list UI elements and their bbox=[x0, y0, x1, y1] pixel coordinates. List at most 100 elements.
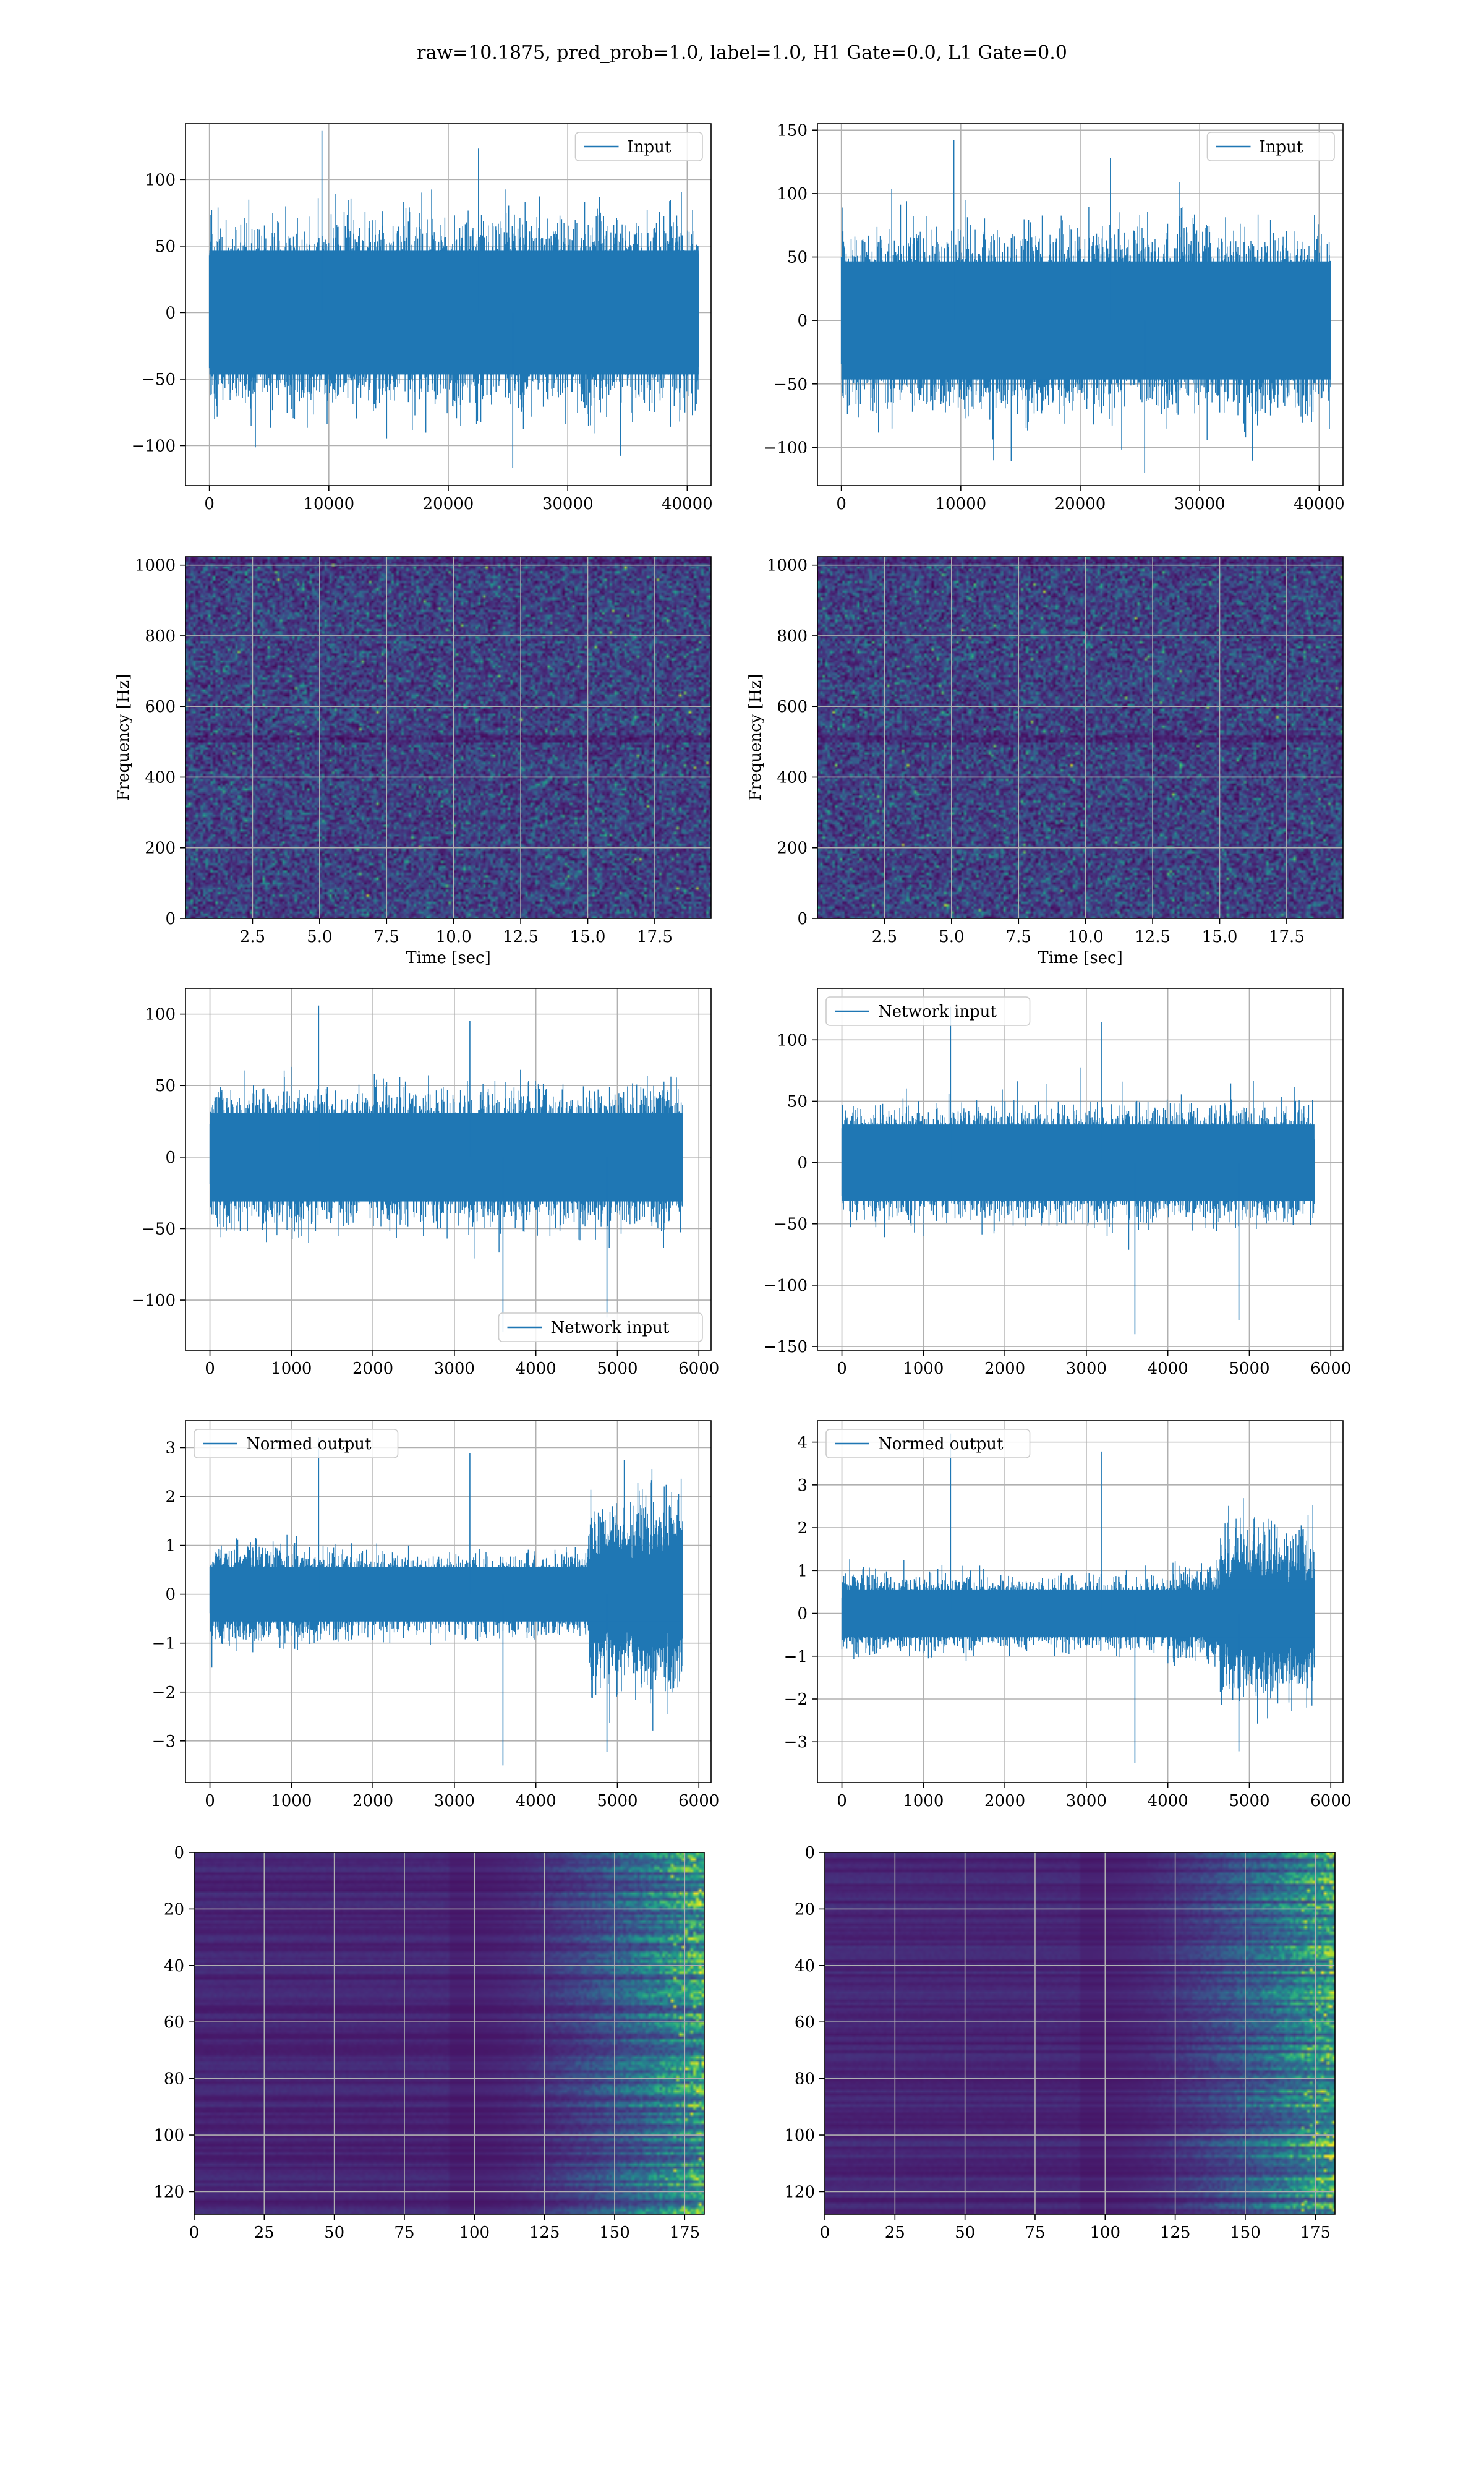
x-tick-label: 0 bbox=[189, 2224, 200, 2242]
x-tick-label: 175 bbox=[1300, 2224, 1331, 2242]
x-tick-label: 0 bbox=[205, 1792, 215, 1810]
series-core-r1c2 bbox=[841, 261, 1331, 380]
y-tick-label: 1 bbox=[165, 1537, 176, 1556]
y-axis-label: Frequency [Hz] bbox=[114, 674, 133, 802]
y-tick-label: 100 bbox=[145, 171, 176, 189]
y-tick-label: 80 bbox=[795, 2070, 815, 2089]
x-tick-label: 4000 bbox=[516, 1792, 556, 1810]
y-tick-label: 120 bbox=[153, 2183, 184, 2201]
y-tick-label: −150 bbox=[764, 1338, 808, 1356]
legend-box bbox=[574, 132, 703, 161]
y-tick-label: 800 bbox=[145, 627, 176, 646]
heatmap-image-r5c2 bbox=[825, 1852, 1335, 2214]
legend-box bbox=[1206, 132, 1335, 161]
heatmap-image-r2c1 bbox=[186, 557, 711, 918]
legend-box bbox=[825, 996, 1031, 1026]
x-tick-label: 6000 bbox=[678, 1792, 719, 1810]
y-tick-label: 100 bbox=[153, 2126, 184, 2145]
axes-frame-r4c1 bbox=[185, 1420, 712, 1783]
legend-box bbox=[194, 1429, 399, 1458]
y-tick-label: 40 bbox=[164, 1957, 184, 1975]
x-axis-label: Time [sec] bbox=[406, 949, 491, 967]
x-tick-label: 0 bbox=[205, 1359, 215, 1378]
figure-title: raw=10.1875, pred_prob=1.0, label=1.0, H… bbox=[417, 42, 1067, 64]
subplot-r2c2: 2.5 5.0 7.5 10.0 12.5 15.0 17.5 0 200 400 600 800 10… bbox=[746, 556, 1344, 967]
y-tick-label: 0 bbox=[165, 1586, 176, 1604]
y-tick-label: 0 bbox=[797, 1605, 808, 1624]
axes-frame-r3c2 bbox=[817, 988, 1344, 1351]
y-tick-label: 100 bbox=[777, 185, 808, 203]
y-tick-label: 100 bbox=[145, 1006, 176, 1024]
subplot-r5c2: 0 25 50 75 100 125 150 175 0 20 40 60 80 100 120 bbox=[784, 1844, 1336, 2242]
axes-frame-r2c1 bbox=[185, 556, 712, 919]
subplot-r2c1: 2.5 5.0 7.5 10.0 12.5 15.0 17.5 0 200 400 600 800 10… bbox=[114, 556, 712, 967]
x-axis-label: Time [sec] bbox=[1038, 949, 1123, 967]
y-tick-label: 50 bbox=[155, 1077, 176, 1095]
x-tick-label: 3000 bbox=[1066, 1792, 1107, 1810]
x-tick-label: 17.5 bbox=[1269, 928, 1305, 946]
legend-r3c1: Network input bbox=[498, 1312, 703, 1342]
y-tick-label: 50 bbox=[787, 249, 808, 267]
x-tick-label: 12.5 bbox=[1135, 928, 1171, 946]
x-tick-label: 12.5 bbox=[503, 928, 539, 946]
y-tick-label: −50 bbox=[142, 1220, 176, 1238]
axes-frame-r5c2 bbox=[824, 1852, 1336, 2215]
x-tick-label: 50 bbox=[955, 2224, 975, 2242]
x-tick-label: 25 bbox=[254, 2224, 275, 2242]
x-tick-label: 2.5 bbox=[872, 928, 897, 946]
y-tick-label: 0 bbox=[797, 910, 808, 928]
y-tick-label: 20 bbox=[795, 1900, 815, 1919]
x-tick-label: 4000 bbox=[516, 1359, 556, 1378]
series-core-r3c1 bbox=[210, 1113, 683, 1202]
subplot-r4c1: 0 1000 2000 3000 4000 5000 6000 −3 −2 −1 0 1 2 3 Norme… bbox=[152, 1420, 719, 1810]
y-tick-label: −3 bbox=[784, 1733, 808, 1752]
series-core-r3c2 bbox=[842, 1124, 1315, 1201]
x-tick-label: 5.0 bbox=[307, 928, 332, 946]
y-tick-label: 1 bbox=[797, 1562, 808, 1580]
x-tick-label: 40000 bbox=[662, 495, 713, 513]
y-tick-label: 200 bbox=[145, 839, 176, 858]
x-tick-label: 5000 bbox=[1229, 1792, 1269, 1810]
x-tick-label: 20000 bbox=[423, 495, 474, 513]
axes-frame-r5c1 bbox=[194, 1852, 705, 2215]
y-tick-label: 120 bbox=[784, 2183, 815, 2201]
x-tick-label: 50 bbox=[324, 2224, 344, 2242]
y-tick-label: 0 bbox=[174, 1844, 184, 1862]
x-tick-label: 0 bbox=[837, 1792, 847, 1810]
x-tick-label: 3000 bbox=[434, 1792, 475, 1810]
x-tick-label: 30000 bbox=[1174, 495, 1226, 513]
y-tick-label: −50 bbox=[142, 370, 176, 389]
x-tick-label: 2000 bbox=[984, 1792, 1025, 1810]
x-tick-label: 75 bbox=[394, 2224, 414, 2242]
y-tick-label: −100 bbox=[132, 437, 176, 455]
y-tick-label: 3 bbox=[797, 1476, 808, 1495]
subplot-r5c1: 0 25 50 75 100 125 150 175 0 20 40 60 80 100 120 bbox=[153, 1844, 705, 2242]
axes-frame-r2c2 bbox=[817, 556, 1344, 919]
x-tick-label: 175 bbox=[669, 2224, 700, 2242]
y-tick-label: −2 bbox=[784, 1690, 808, 1709]
y-tick-label: −50 bbox=[774, 1215, 808, 1234]
legend-r3c2: Network input bbox=[825, 996, 1031, 1026]
x-tick-label: 1000 bbox=[271, 1792, 312, 1810]
x-tick-label: 5.0 bbox=[939, 928, 964, 946]
axes-frame-r3c1 bbox=[185, 988, 712, 1351]
subplot-r1c2: 0 10000 20000 30000 40000 −100 −50 0 50 100 150 Inp… bbox=[764, 121, 1345, 513]
y-tick-label: 2 bbox=[797, 1519, 808, 1538]
x-tick-label: 2000 bbox=[352, 1792, 393, 1810]
x-tick-label: 1000 bbox=[903, 1792, 944, 1810]
x-tick-label: 100 bbox=[459, 2224, 490, 2242]
x-tick-label: 150 bbox=[599, 2224, 630, 2242]
legend-label: Input bbox=[1260, 138, 1303, 156]
x-tick-label: 100 bbox=[1090, 2224, 1120, 2242]
axes-frame-r4c2 bbox=[817, 1420, 1344, 1783]
x-tick-label: 5000 bbox=[597, 1359, 638, 1378]
x-tick-label: 6000 bbox=[1310, 1359, 1351, 1378]
y-tick-label: −1 bbox=[784, 1648, 808, 1666]
x-tick-label: 10000 bbox=[303, 495, 354, 513]
subplot-r3c2: 0 1000 2000 3000 4000 5000 6000 −150 −100 −50 0 50 1… bbox=[764, 988, 1351, 1378]
x-tick-label: 1000 bbox=[271, 1359, 312, 1378]
legend-box bbox=[825, 1429, 1031, 1458]
legend-r4c2: Normed output bbox=[825, 1429, 1031, 1458]
legend-label: Input bbox=[628, 138, 672, 156]
